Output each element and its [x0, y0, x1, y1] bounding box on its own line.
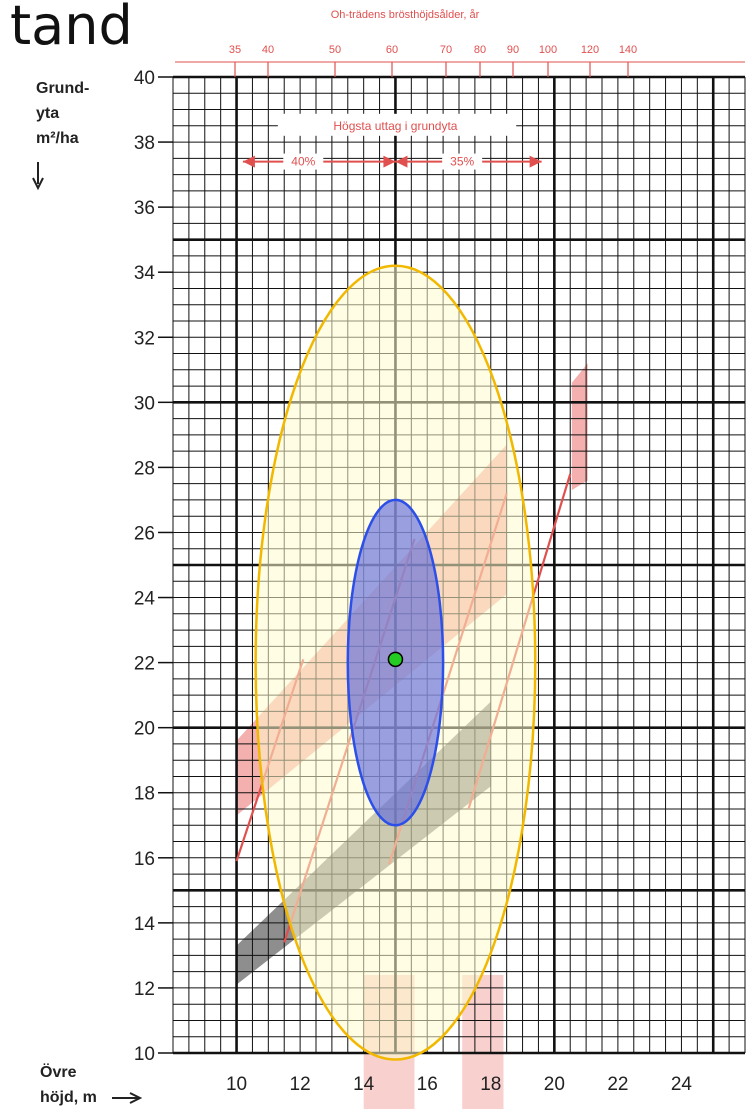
top-tick-50: 50: [329, 44, 341, 56]
top-tick-70: 70: [440, 44, 452, 56]
arrow-mid-head-2: [395, 156, 407, 168]
title-fragment: tand: [10, 0, 133, 57]
y-axis-label-1: yta: [36, 105, 59, 122]
top-tick-35: 35: [229, 44, 241, 56]
y-tick-12: 12: [134, 979, 155, 1000]
top-tick-40: 40: [262, 44, 274, 56]
y-tick-28: 28: [134, 458, 155, 479]
annotation-right-pct: 35%: [450, 155, 474, 169]
center-marker: [388, 652, 402, 666]
x-axis-arrow: [112, 1093, 140, 1103]
x-axis-label-1: höjd, m: [40, 1089, 97, 1106]
annotation-left-pct: 40%: [291, 155, 315, 169]
x-tick-14: 14: [353, 1074, 375, 1095]
x-tick-10: 10: [226, 1074, 247, 1095]
y-tick-14: 14: [134, 914, 156, 935]
right-bar: [572, 363, 588, 490]
y-tick-34: 34: [134, 263, 156, 284]
top-tick-100: 100: [539, 44, 557, 56]
arrow-mid-head: [383, 156, 395, 168]
y-tick-32: 32: [134, 328, 155, 349]
y-tick-38: 38: [134, 133, 155, 154]
x-tick-12: 12: [290, 1074, 311, 1095]
top-axis-title: Oh-trädens brösthöjdsålder, år: [331, 9, 480, 21]
x-tick-18: 18: [480, 1074, 501, 1095]
y-axis-arrow: [33, 162, 43, 188]
overlay-layer: [256, 266, 536, 1060]
y-tick-36: 36: [134, 198, 155, 219]
top-tick-120: 120: [581, 44, 599, 56]
top-tick-140: 140: [619, 44, 637, 56]
y-tick-26: 26: [134, 523, 155, 544]
top-tick-60: 60: [386, 44, 398, 56]
arrow-left-head: [243, 156, 255, 168]
top-tick-90: 90: [507, 44, 519, 56]
y-tick-20: 20: [134, 719, 155, 740]
x-tick-24: 24: [671, 1074, 693, 1095]
y-tick-24: 24: [134, 589, 156, 610]
x-axis-label-0: Övre: [40, 1062, 77, 1081]
y-tick-16: 16: [134, 849, 155, 870]
annotation-title: Högsta uttag i grundyta: [333, 119, 457, 133]
y-axis-label-2: m²/ha: [36, 130, 79, 147]
y-tick-22: 22: [134, 654, 155, 675]
x-tick-20: 20: [544, 1074, 565, 1095]
x-tick-16: 16: [417, 1074, 438, 1095]
arrow-right-head: [530, 156, 542, 168]
top-tick-80: 80: [474, 44, 486, 56]
y-tick-10: 10: [134, 1044, 155, 1065]
x-tick-22: 22: [607, 1074, 628, 1095]
y-tick-18: 18: [134, 784, 155, 805]
y-tick-30: 30: [134, 393, 155, 414]
y-axis-label-0: Grund-: [36, 80, 89, 97]
y-tick-40: 40: [134, 68, 155, 89]
